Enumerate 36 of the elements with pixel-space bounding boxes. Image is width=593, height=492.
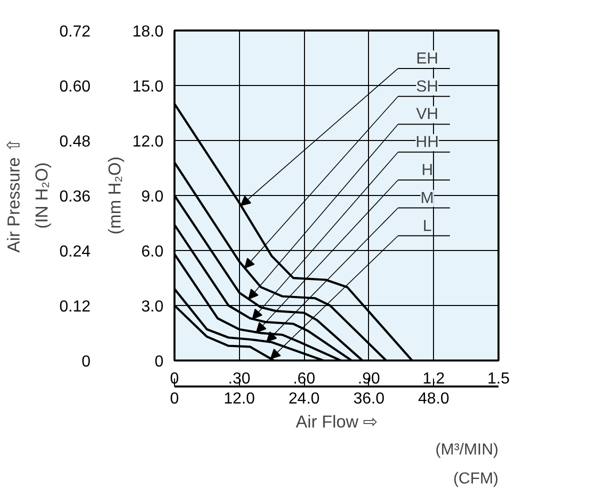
y2-tick-label: 0.24 [59, 244, 91, 260]
y-tick-label: 9.0 [141, 188, 164, 206]
x2-tick-label: 24.0 [288, 390, 320, 408]
legend-label: HH [416, 134, 439, 152]
text: (M³/MIN) [435, 442, 499, 458]
text: Air Pressure ⇧ [4, 138, 24, 253]
y-tick-label: 15.0 [132, 78, 164, 96]
x2-tick-label: 48.0 [418, 390, 450, 408]
x2-tick-label: 0 [170, 390, 180, 408]
x-tick-label: 0 [170, 370, 180, 388]
y-axis-title: (mm H₂O) [104, 156, 124, 234]
legend-label: M [420, 190, 434, 207]
x2-tick-label: 36.0 [353, 390, 385, 408]
legend-label: SH [416, 78, 438, 96]
y-tick-label: 0 [154, 354, 164, 370]
y-tick-label: 18.0 [132, 24, 164, 40]
legend-label: H [421, 162, 434, 179]
x2-axis-title: (CFM) [453, 470, 498, 488]
y2-tick-label: 0.72 [59, 24, 91, 40]
y2-tick-label: 0.48 [59, 134, 91, 150]
legend-label: VH [416, 106, 438, 124]
x-tick-label: .90 [358, 370, 380, 388]
y2-tick-label: 0.36 [59, 188, 91, 206]
text: EH [416, 50, 438, 68]
y-tick-label: 6.0 [141, 244, 164, 260]
legend-label: L [422, 218, 432, 235]
y-tick-label: 12.0 [132, 134, 164, 150]
x2-tick-label: 12.0 [224, 390, 255, 408]
y2-tick-label: 0.60 [59, 78, 91, 96]
y2-axis-title: (IN H₂O) [31, 162, 52, 229]
y2-tick-label: 0 [82, 354, 91, 370]
y2-tick-label: 0.12 [59, 298, 91, 316]
y-tick-label: 3.0 [141, 298, 164, 316]
x-axis-title: Air Flow ⇨ [296, 412, 378, 432]
x-tick-label: 1.5 [487, 370, 510, 388]
x-tick-label: 1.2 [422, 370, 445, 388]
